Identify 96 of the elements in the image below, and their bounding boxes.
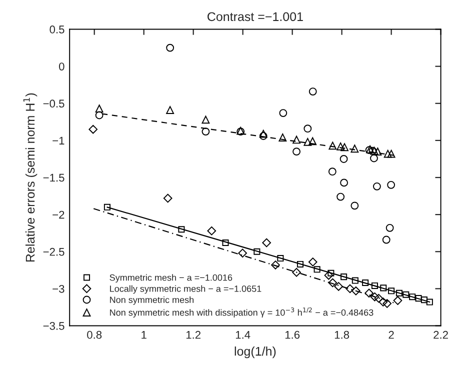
point <box>254 248 260 255</box>
point <box>352 277 358 284</box>
point <box>340 178 348 187</box>
point <box>387 150 396 158</box>
point <box>384 150 392 158</box>
legend-label: Non symmetric mesh with dissipation γ = 10$^{−3}$ h$^{1/2}$ − a =−0.48463 <box>110 308 374 318</box>
legend-label: Locally symmetric mesh − a =−1.0651 <box>110 285 262 294</box>
point <box>262 238 271 248</box>
point <box>415 295 422 302</box>
point <box>178 226 185 233</box>
point <box>95 104 104 113</box>
y-tick-label: −1.5 <box>43 174 64 182</box>
point <box>388 288 395 294</box>
x-tick-label: 1.4 <box>236 331 250 339</box>
point <box>387 180 396 189</box>
point <box>271 260 280 270</box>
point <box>393 296 402 305</box>
point <box>308 137 317 146</box>
y-tick-label: −3 <box>52 284 64 293</box>
point <box>292 136 300 144</box>
y-tick-label: 0.5 <box>50 26 64 34</box>
point <box>292 268 301 277</box>
point <box>420 296 428 304</box>
point <box>95 111 104 120</box>
point <box>207 226 216 236</box>
point <box>328 168 336 176</box>
y-axis-title: Relative errors (semi norm H$^{1}$) <box>23 93 38 262</box>
point <box>340 143 348 152</box>
legend-label: Non symmetric mesh <box>110 296 194 305</box>
point <box>279 109 288 117</box>
x-tick-label: 2.2 <box>434 330 448 339</box>
x-tick-label: 2 <box>388 330 394 339</box>
point <box>308 88 317 96</box>
point <box>426 298 433 306</box>
x-tick-label: 1.8 <box>334 330 350 339</box>
chart-title: Contrast =−1.001 <box>208 12 303 22</box>
y-tick-label: −2.5 <box>43 248 64 256</box>
x-tick-label: 1.6 <box>285 330 300 339</box>
point <box>278 134 287 142</box>
point <box>362 279 369 286</box>
point <box>336 142 345 150</box>
point <box>346 284 354 294</box>
point <box>380 284 387 292</box>
point <box>334 282 344 291</box>
point <box>304 138 312 146</box>
point <box>166 106 174 114</box>
x-axis-title: log(1/h) <box>234 346 276 358</box>
point <box>371 282 378 289</box>
point <box>292 148 300 156</box>
point <box>372 182 381 190</box>
legend-label: Symmetric mesh − a =−1.0016 <box>110 274 232 283</box>
point <box>382 299 392 308</box>
point <box>386 224 394 232</box>
point <box>324 270 334 280</box>
point <box>378 298 388 306</box>
point <box>259 132 268 140</box>
point <box>202 128 210 136</box>
y-tick-label: −1 <box>52 136 64 144</box>
point <box>296 260 304 268</box>
point <box>352 286 360 296</box>
y-tick-label: −3.5 <box>43 322 64 330</box>
point <box>222 239 229 246</box>
point <box>370 292 380 302</box>
point <box>202 116 210 124</box>
y-tick-label: −0.5 <box>43 100 64 108</box>
point <box>328 278 338 288</box>
point <box>409 294 416 300</box>
point <box>364 288 374 298</box>
x-tick-label: 1.2 <box>186 330 200 339</box>
point <box>166 44 174 52</box>
point <box>350 202 359 210</box>
x-tick-label: 1 <box>142 331 146 339</box>
point <box>336 192 345 201</box>
y-tick-label: 0 <box>58 62 64 70</box>
point <box>340 155 348 163</box>
point <box>328 270 334 276</box>
point <box>308 258 318 266</box>
point <box>374 148 382 156</box>
point <box>163 194 172 203</box>
point <box>259 130 268 138</box>
y-tick-label: −2 <box>52 210 64 219</box>
point <box>374 294 384 303</box>
point <box>340 274 348 280</box>
point <box>88 124 98 134</box>
point <box>382 236 390 244</box>
x-tick-label: 0.8 <box>87 330 102 339</box>
point <box>314 266 320 273</box>
point <box>402 291 410 298</box>
point <box>328 142 337 150</box>
point <box>238 248 247 258</box>
point <box>350 144 359 153</box>
point <box>304 124 312 133</box>
point <box>370 154 378 162</box>
point <box>104 204 110 210</box>
point <box>396 290 402 296</box>
point <box>277 255 284 262</box>
